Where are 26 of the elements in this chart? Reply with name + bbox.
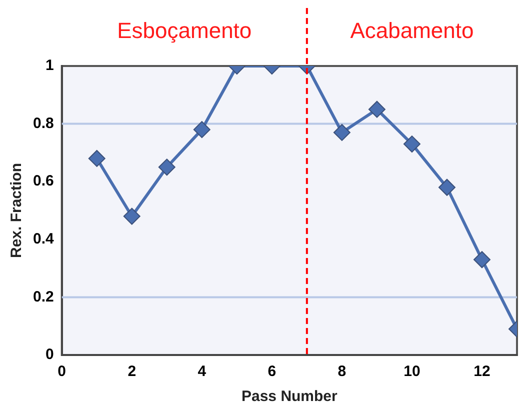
point [473, 251, 490, 268]
x-tick-label: 6 [268, 363, 276, 380]
point [88, 150, 106, 167]
x-tick-label: 0 [58, 363, 66, 380]
x-tick-label: 2 [128, 363, 136, 380]
y-tick-label: 0.4 [32, 230, 54, 248]
y-tick-label: 0.8 [32, 114, 54, 132]
point [368, 100, 386, 118]
x-tick-label: 8 [338, 363, 346, 380]
x-tick-label: 10 [404, 363, 420, 380]
x-tick-label: 4 [198, 363, 207, 380]
point [438, 178, 456, 196]
y-tick-label: 0 [46, 346, 54, 364]
y-tick-label: 1 [46, 57, 54, 74]
x-tick-label: 12 [474, 363, 490, 380]
point [158, 158, 176, 176]
point [403, 136, 420, 153]
text: Esboçamento [117, 18, 252, 44]
x-axis-title: Pass Number [241, 388, 338, 406]
y-axis-title: Rex. Fraction [8, 162, 26, 258]
y-tick-label: 0.2 [32, 288, 54, 306]
point [333, 124, 350, 141]
text: Acabamento [350, 18, 474, 44]
point [193, 121, 210, 138]
point [123, 208, 140, 225]
y-tick-label: 0.6 [32, 172, 54, 190]
